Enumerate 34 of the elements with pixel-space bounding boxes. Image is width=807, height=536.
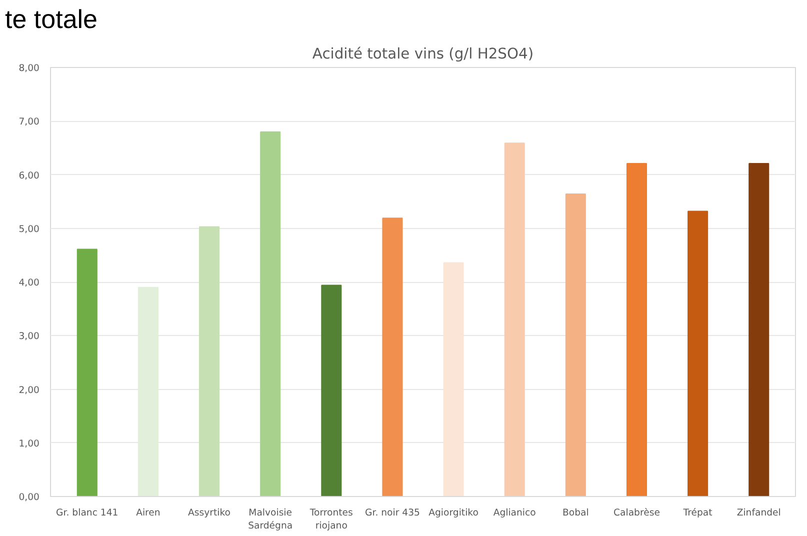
bar [443,262,464,496]
x-tick-label: Zinfandel [736,508,781,518]
x-tick-label: Assyrtiko [188,508,231,518]
y-tick-label: 1,00 [18,438,40,450]
bar [199,226,220,496]
bar [626,162,647,496]
bar [260,131,281,496]
bar [382,218,403,496]
y-tick-label: 8,00 [18,63,40,74]
y-tick-label: 2,00 [18,384,40,396]
y-tick-label: 0,00 [18,492,40,503]
x-tick-label: Malvoisie Sardégna [248,508,293,532]
x-tick-label: Gr. blanc 141 [56,508,118,518]
x-tick-label: Trépat [682,508,713,518]
bar [688,210,708,496]
bar [504,142,525,496]
chart-title: Acidité totale vins (g/l H2SO4) [312,46,534,62]
y-tick-label: 5,00 [18,224,40,235]
y-tick-label: 4,00 [18,278,40,288]
x-tick-label: Torrontes riojano [308,508,354,532]
x-tick-label: Agiorgitiko [428,508,479,518]
x-tick-label: Aglianico [493,508,536,518]
bar [321,284,342,496]
bar [76,248,98,496]
x-tick-label: Gr. noir 435 [364,508,420,518]
text: te totale [5,4,98,34]
x-tick-label: Bobal [562,508,589,518]
bar [565,194,586,496]
y-tick-label: 3,00 [18,331,40,342]
y-tick-label: 7,00 [18,116,40,128]
x-tick-label: Airen [136,508,160,518]
y-tick-label: 6,00 [18,170,40,182]
x-tick-label: Calabrèse [614,508,660,518]
bar [748,162,770,496]
